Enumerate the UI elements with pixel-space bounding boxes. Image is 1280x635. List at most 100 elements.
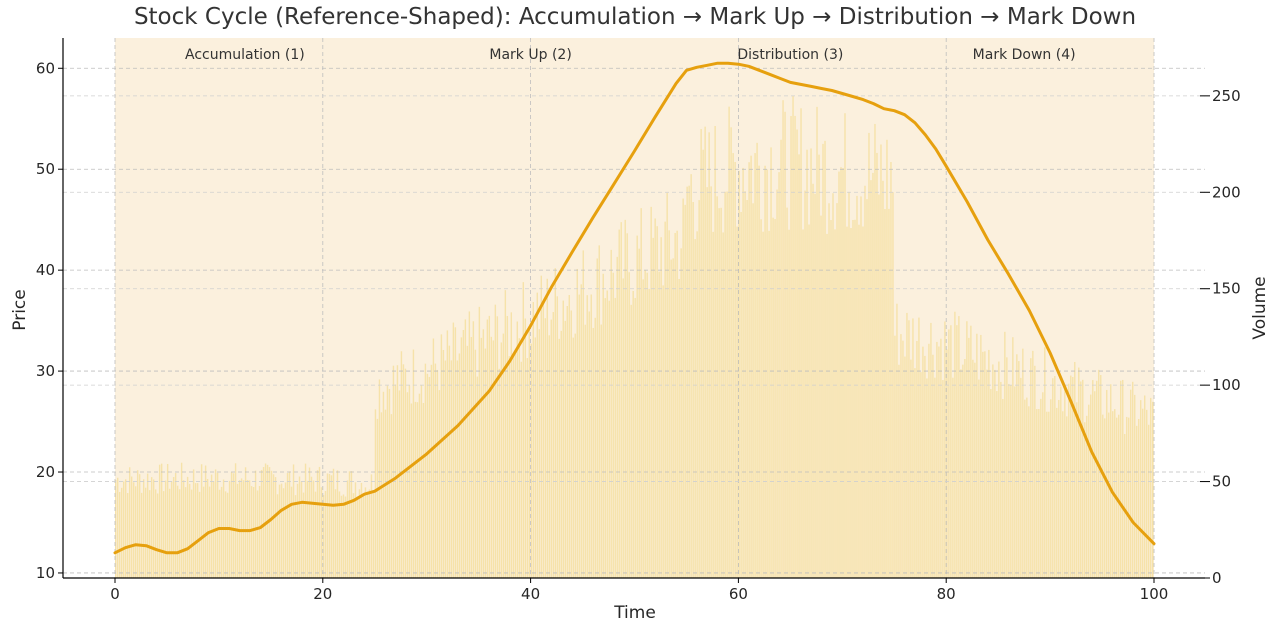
volume-bar [1082,379,1084,578]
volume-bar [864,185,866,578]
volume-bar [486,319,489,578]
volume-bar [988,349,990,578]
volume-bar [198,491,201,578]
grid-lines [63,38,1205,579]
volume-bar [316,470,319,578]
volume-bar [678,278,680,578]
volume-bar [172,477,175,578]
volume-bar [812,183,814,578]
volume-bar [116,477,119,578]
volume-bar [1104,418,1106,578]
volume-bar [622,278,624,578]
volume-bar [284,482,287,578]
volume-bar [260,469,263,578]
volume-bar [1088,404,1090,578]
volume-bar [656,226,658,578]
volume-bar [376,418,379,578]
volume-bar [418,393,421,578]
y-tick-label: 10 [36,564,55,582]
volume-bar [456,360,459,578]
volume-bar [206,478,209,578]
volume-bar [300,481,303,578]
volume-bar [422,402,425,578]
volume-bar [1142,408,1144,578]
volume-bar [380,412,383,578]
volume-bar [674,232,676,578]
volume-bar [646,272,648,578]
volume-bar [250,486,253,578]
volume-bar [890,162,892,578]
volume-bar [856,195,858,578]
volume-bar [872,172,874,578]
volume-bar [660,237,662,578]
volume-bar [524,318,527,578]
volume-bar [476,376,479,578]
volume-bar [512,353,515,578]
volume-bar [946,349,948,578]
volume-bar [722,232,724,579]
volume-bar [1050,399,1052,578]
volume-bar [1096,380,1098,578]
volume-bar [530,343,532,578]
volume-bar [600,324,602,578]
volume-bar [468,311,471,578]
volume-bar [232,473,235,578]
volume-bar [296,483,299,578]
volume-bar [500,342,503,578]
volume-bar [1044,347,1046,578]
volume-bar [1034,365,1036,578]
volume-bar [952,377,954,578]
volume-bar [522,282,525,578]
volume-bar [344,496,347,578]
phase-label: Accumulation (1) [185,47,305,63]
volume-bar [818,154,820,579]
volume-bar [288,471,291,578]
volume-bar [324,491,327,578]
volume-bar [1000,381,1002,578]
volume-bar [246,479,249,578]
volume-bar [766,169,768,578]
volume-bar [736,226,738,578]
volume-bar [972,359,974,578]
volume-bar [596,258,598,578]
volume-bar [404,368,407,578]
y2-tick-label: 250 [1212,87,1241,105]
volume-bar [210,474,213,578]
volume-bar [694,239,696,579]
volume-bar [436,369,439,578]
volume-bar [558,338,560,578]
volume-bar [852,219,854,578]
volume-bar [1086,415,1088,578]
volume-bar [800,108,802,579]
volume-bar [442,349,445,578]
volume-bar [350,471,353,578]
volume-bar [588,311,590,578]
volume-bar [154,489,157,578]
volume-bar [836,203,838,578]
volume-bar [934,377,936,578]
volume-bar [744,191,746,579]
volume-bar [802,229,804,579]
volume-bar [162,491,165,578]
volume-bar [1146,409,1148,578]
volume-bar [794,115,796,579]
volume-bar [398,390,401,578]
volume-bar [1042,392,1044,578]
volume-bar [966,321,968,578]
volume-bar [842,168,844,578]
volume-bar [264,463,267,578]
volume-bar [1084,422,1086,578]
volume-bar [390,414,393,578]
volume-bar [124,479,127,578]
volume-bar [556,296,558,578]
volume-bar [466,345,469,578]
volume-bar [202,486,205,578]
volume-bar [754,153,756,578]
volume-bar [224,491,227,578]
volume-bar [570,310,572,578]
volume-bar [326,473,329,578]
volume-bar [352,493,355,578]
volume-bar [680,248,682,578]
volume-bar [914,368,916,578]
volume-bar [168,488,171,578]
